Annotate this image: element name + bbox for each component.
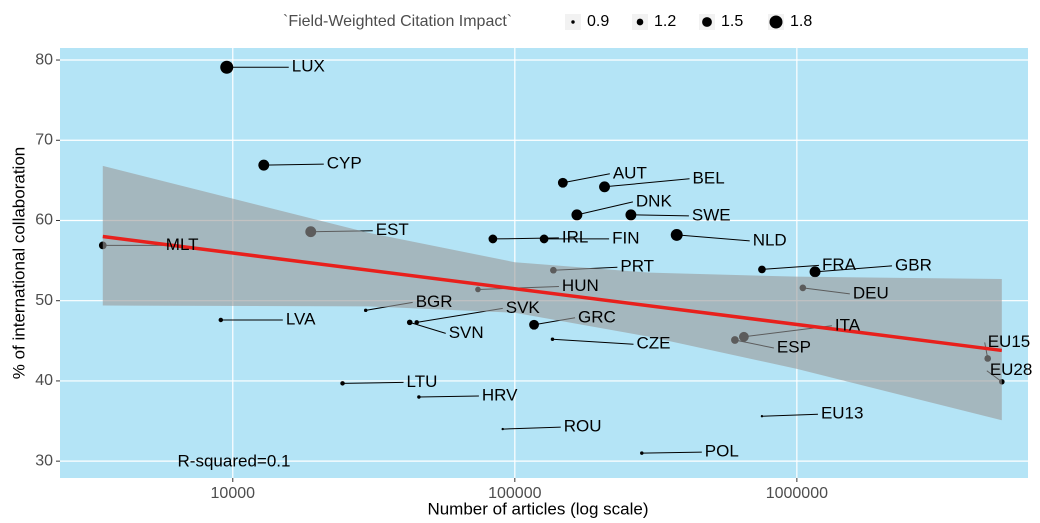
point-label: GRC	[578, 307, 616, 326]
point	[539, 234, 549, 244]
y-tick-label: 50	[35, 292, 53, 309]
legend-label: 0.9	[587, 13, 609, 30]
point	[417, 395, 421, 399]
point	[640, 451, 644, 455]
point-label: NLD	[753, 230, 787, 249]
label-leader	[676, 234, 750, 242]
point	[599, 181, 610, 193]
label-leader	[562, 173, 610, 184]
point-label: FRA	[822, 255, 857, 274]
point-label: LUX	[292, 57, 325, 76]
y-tick-label: 60	[35, 212, 53, 229]
label-leader	[342, 381, 404, 384]
x-tick-label: 1000000	[766, 485, 828, 502]
label-leader	[576, 201, 634, 216]
point-label: IRL	[562, 227, 588, 246]
y-axis-label: % of international collaboration	[9, 147, 28, 379]
point-label: SVN	[449, 323, 484, 342]
point-label: GBR	[895, 255, 932, 274]
x-tick-label: 100000	[488, 485, 541, 502]
point-label: HRV	[482, 385, 518, 404]
point-label: SWE	[692, 205, 731, 224]
legend-label: 1.2	[654, 13, 676, 30]
point-label: LVA	[286, 309, 316, 328]
point-label: BGR	[416, 292, 453, 311]
point	[218, 317, 224, 323]
point-label: POL	[705, 442, 739, 461]
point-label: CZE	[636, 334, 670, 353]
x-tick-label: 10000	[211, 485, 256, 502]
point-label: EU28	[990, 360, 1033, 379]
point-label: EU15	[988, 332, 1031, 351]
label-leader	[502, 426, 561, 430]
point-label: LTU	[407, 372, 438, 391]
point	[488, 234, 498, 244]
point-label: CYP	[327, 154, 362, 173]
point-label: HUN	[562, 276, 599, 295]
label-leader	[814, 265, 893, 273]
point-label: ROU	[564, 417, 602, 436]
trend-line	[102, 234, 1003, 353]
y-tick-label: 40	[35, 372, 53, 389]
point	[340, 381, 345, 386]
annotation: R-squared=0.1	[178, 451, 291, 470]
point	[625, 209, 637, 221]
label-leader	[761, 264, 819, 270]
point	[760, 415, 764, 418]
point-label: ESP	[777, 337, 811, 356]
legend-point	[702, 17, 712, 27]
point-label: MLT	[166, 235, 199, 254]
point	[758, 265, 766, 274]
point	[406, 319, 413, 326]
legend-point	[571, 20, 575, 24]
label-leader	[409, 321, 446, 334]
label-leader	[630, 214, 689, 217]
point	[414, 320, 419, 325]
point	[258, 159, 270, 171]
point	[363, 308, 368, 313]
label-leader	[552, 338, 634, 345]
point-label: EST	[376, 220, 409, 239]
point-label: SVK	[506, 298, 541, 317]
point	[550, 337, 555, 341]
point-label: PRT	[620, 257, 654, 276]
point	[670, 228, 683, 241]
legend-label: 1.8	[790, 13, 812, 30]
legend-point	[636, 18, 644, 26]
y-tick-label: 70	[35, 131, 53, 148]
x-axis-label: Number of articles (log scale)	[427, 499, 648, 518]
label-leader	[761, 413, 818, 417]
label-leader	[604, 178, 690, 188]
label-leader	[418, 395, 479, 398]
y-tick-label: 30	[35, 452, 53, 469]
point-label: FIN	[612, 228, 639, 247]
point-label: AUT	[613, 163, 647, 182]
point	[809, 266, 821, 278]
label-leader	[263, 163, 324, 166]
legend-point	[769, 15, 783, 29]
legend-label: 1.5	[721, 13, 743, 30]
point	[571, 209, 583, 221]
point	[529, 319, 539, 330]
point-label: EU13	[821, 404, 864, 423]
y-tick-label: 80	[35, 51, 53, 68]
point-label: BEL	[693, 168, 725, 187]
point	[220, 60, 234, 74]
point	[501, 427, 504, 431]
point	[557, 177, 568, 188]
point-label: DEU	[853, 283, 889, 302]
point-label: ITA	[835, 315, 861, 334]
legend-title: `Field-Weighted Citation Impact`	[283, 13, 512, 30]
label-leader	[641, 451, 702, 454]
point-label: DNK	[636, 191, 673, 210]
